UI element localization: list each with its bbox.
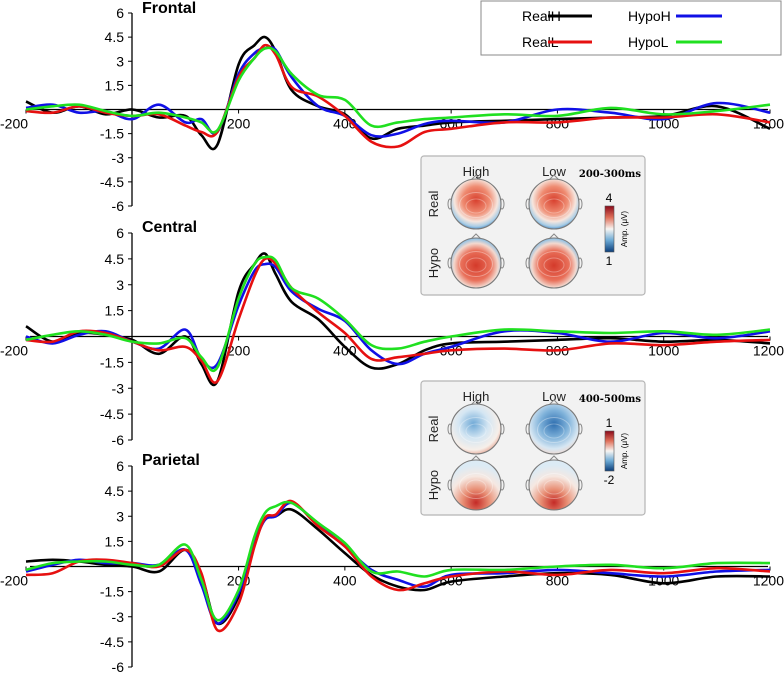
topomap-inset-400-500ms: High Low Real Hypo 400-500ms 1 -2 Amp. (μV) — [420, 380, 646, 516]
colorbar-max-label: 4 — [606, 191, 613, 205]
topomap-real-low — [525, 174, 583, 230]
y-tick-label: -1.5 — [100, 354, 124, 370]
colorbar-min-label: 1 — [606, 254, 613, 268]
y-tick-label: -6 — [112, 198, 125, 214]
legend-label-hypoh: HypoH — [628, 8, 671, 24]
y-tick-label: -4.5 — [100, 634, 124, 650]
topomap-inset-200-300ms: High Low Real Hypo 200-300ms 4 1 Amp. (μV) — [420, 155, 646, 296]
y-tick-label: -4.5 — [100, 406, 124, 422]
x-tick-label: -200 — [0, 116, 28, 132]
legend-label-realh: RealH — [522, 8, 561, 24]
y-tick-label: 1.5 — [105, 303, 125, 319]
panel-central: 64.531.5-1.5-3-4.5-6-200 200 400 600 800 1000… — [0, 219, 784, 448]
topomap-hypo-high — [447, 233, 505, 289]
topomap-hypo-low — [525, 233, 583, 289]
y-tick-label: -4.5 — [100, 174, 124, 190]
legend: RealH HypoH RealL HypoL — [480, 0, 782, 56]
colorbar — [604, 205, 615, 253]
topomap-hypo-low — [525, 455, 583, 511]
series-line-reall — [25, 43, 771, 149]
inset-window-label: 200-300ms — [579, 169, 641, 180]
inset-row-label: Real — [426, 416, 441, 443]
y-tick-label: 4.5 — [105, 29, 125, 45]
x-tick-label: 1200 — [753, 573, 784, 589]
x-tick-label: 1000 — [648, 343, 679, 359]
x-tick-label: 800 — [546, 573, 570, 589]
x-tick-label: 1200 — [753, 343, 784, 359]
topomap-real-high — [447, 399, 505, 455]
inset-row-label: Hypo — [426, 248, 441, 278]
series-line-hypol — [25, 500, 771, 622]
panel-title: Central — [142, 219, 197, 236]
y-tick-label: -3 — [112, 609, 125, 625]
inset-col-label: High — [463, 164, 490, 179]
panel-title: Frontal — [142, 0, 196, 17]
inset-row-label: Hypo — [426, 470, 441, 500]
y-tick-label: 4.5 — [105, 251, 125, 267]
x-tick-label: -200 — [0, 343, 28, 359]
panel-frontal: 64.531.5-1.5-3-4.5-6-200 200 400 600 800 1000… — [0, 0, 784, 214]
legend-label-hypol: HypoL — [628, 34, 669, 50]
colorbar — [604, 430, 615, 472]
x-tick-label: 400 — [333, 343, 357, 359]
series-line-hypol — [25, 255, 771, 373]
y-tick-label: -6 — [112, 432, 125, 448]
topomap-hypo-high — [447, 455, 505, 511]
inset-col-label: Low — [542, 164, 566, 179]
colorbar-unit-label: Amp. (μV) — [620, 433, 629, 470]
y-tick-label: 6 — [116, 458, 124, 474]
legend-label-reall: RealL — [522, 34, 559, 50]
y-tick-label: 3 — [116, 277, 124, 293]
colorbar-unit-label: Amp. (μV) — [620, 211, 629, 248]
y-tick-label: 6 — [116, 5, 124, 21]
inset-col-label: High — [463, 389, 490, 404]
y-tick-label: -3 — [112, 380, 125, 396]
x-tick-label: 400 — [333, 573, 357, 589]
y-tick-label: -1.5 — [100, 126, 124, 142]
y-tick-label: -3 — [112, 150, 125, 166]
panel-parietal: 64.531.5-1.5-3-4.5-6-200 200 400 600 800 1000… — [0, 452, 784, 674]
y-tick-label: -1.5 — [100, 584, 124, 600]
y-tick-label: 3 — [116, 53, 124, 69]
y-tick-label: 1.5 — [105, 533, 125, 549]
panel-title: Parietal — [142, 452, 200, 469]
series-line-hypol — [25, 46, 771, 134]
inset-window-label: 400-500ms — [579, 394, 641, 405]
y-tick-label: 4.5 — [105, 483, 125, 499]
legend-box — [480, 0, 782, 56]
inset-row-label: Real — [426, 191, 441, 218]
y-tick-label: 6 — [116, 225, 124, 241]
colorbar-min-label: -2 — [604, 473, 615, 487]
y-tick-label: -6 — [112, 659, 125, 674]
series-line-reall — [25, 499, 771, 633]
x-tick-label: -200 — [0, 573, 28, 589]
y-tick-label: 3 — [116, 508, 124, 524]
x-tick-label: 200 — [227, 116, 251, 132]
topomap-real-high — [447, 174, 505, 230]
topomap-real-low — [525, 399, 583, 455]
y-tick-label: 1.5 — [105, 77, 125, 93]
series-line-realh — [25, 507, 771, 626]
x-tick-label: 200 — [227, 343, 251, 359]
colorbar-max-label: 1 — [606, 416, 613, 430]
inset-col-label: Low — [542, 389, 566, 404]
